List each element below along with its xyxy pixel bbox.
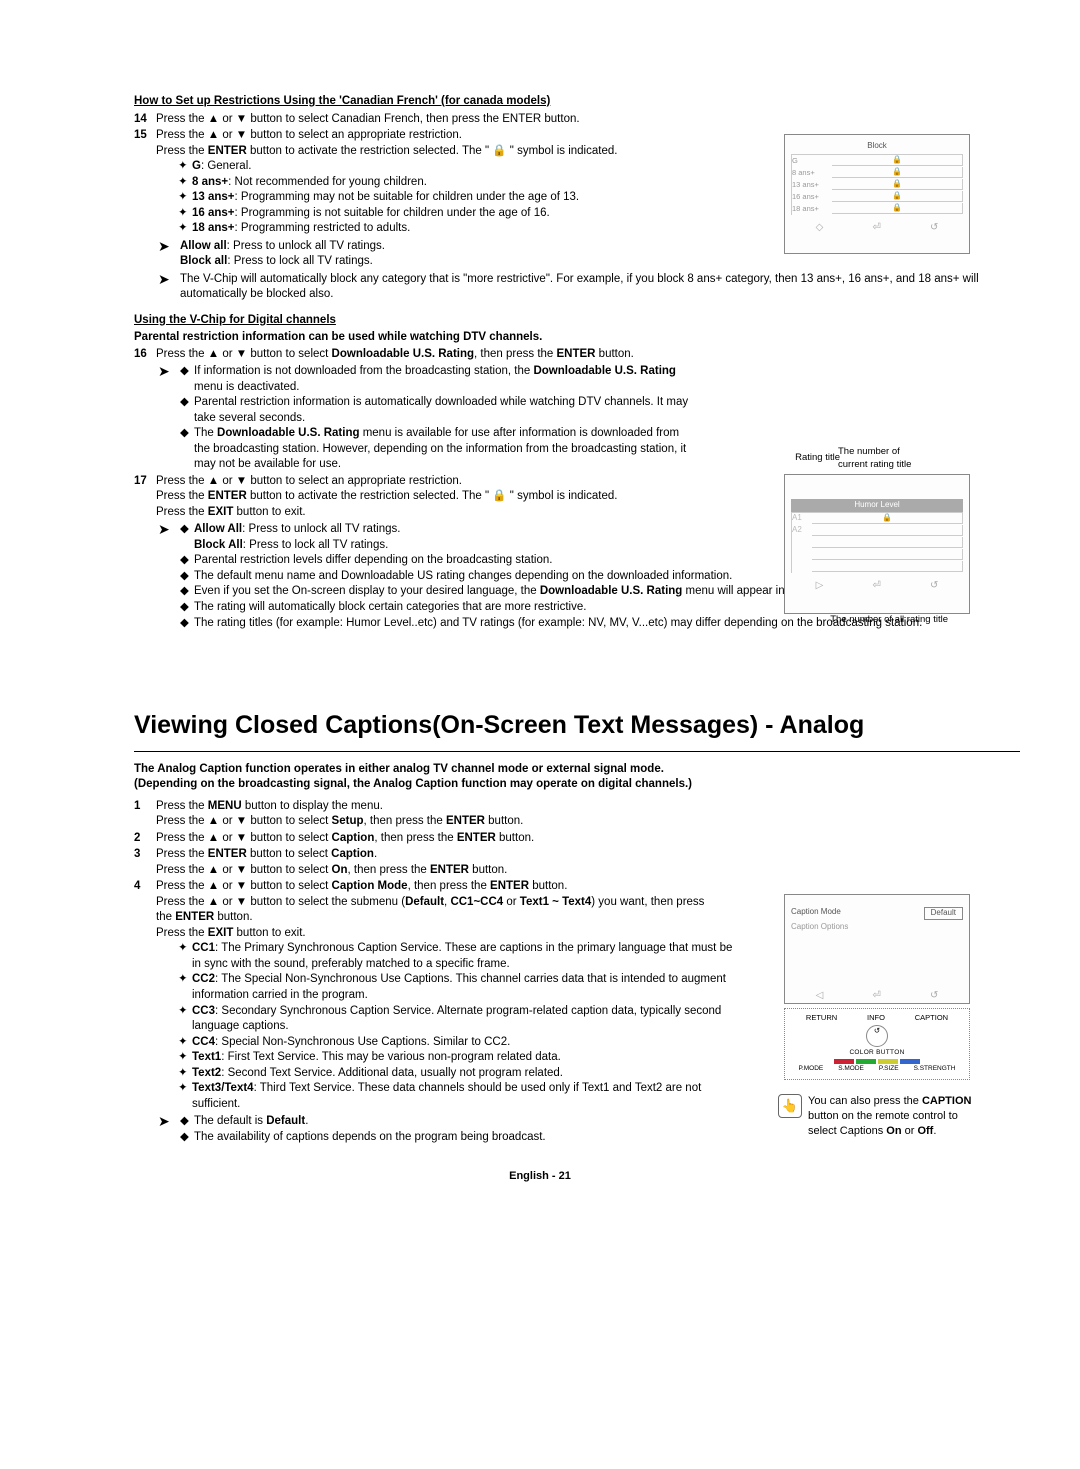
s2-heading: Using the V-Chip for Digital channels	[134, 313, 1020, 329]
arrow-icon: ➤	[158, 1114, 180, 1145]
step-17b: Press the ENTER button to activate the r…	[156, 489, 716, 505]
annot-rating-title: Rating title	[795, 452, 840, 465]
step-1-num: 1	[134, 799, 156, 830]
sb1-l0: 🔒	[892, 155, 902, 164]
rb-b0: P.MODE	[798, 1065, 823, 1074]
sb1-r3: 16 ans+	[792, 192, 832, 202]
arrow-icon: ➤	[158, 239, 180, 270]
arrow-icon: ➤	[158, 364, 180, 473]
step-17a: Press the ▲ or ▼ button to select an app…	[156, 474, 716, 490]
s2-sub: Parental restriction information can be …	[134, 330, 1020, 346]
arrow-icon: ➤	[158, 272, 180, 303]
sb3-def: Default	[924, 907, 963, 920]
caption-menu-screenshot: Caption ModeDefault Caption Options ◁ ⏎ …	[784, 894, 970, 1004]
vchip-block-screenshot: Block G 🔒 8 ans+ 🔒 13 ans+ 🔒 16 ans+ 🔒 18 an…	[784, 134, 970, 254]
sb1-l2: 🔒	[892, 179, 902, 188]
page-title: Viewing Closed Captions(On-Screen Text M…	[134, 709, 1020, 743]
step-14: Press the ▲ or ▼ button to select Canadi…	[156, 112, 716, 128]
s1-heading: How to Set up Restrictions Using the 'Ca…	[134, 94, 1020, 110]
sb3-nav1: ⏎	[872, 989, 880, 1003]
sb3-nav0: ◁	[816, 989, 824, 1003]
remote-illustration: RETURN INFO CAPTION ↺ COLOR BUTTON P.MOD…	[784, 1008, 970, 1080]
rb-return-icon: ↺	[866, 1025, 888, 1047]
sb3-co: Caption Options	[791, 922, 963, 933]
caption-tip: 👆 You can also press the CAPTION button …	[778, 1094, 976, 1139]
step-15b: Press the ENTER button to activate the r…	[156, 144, 716, 160]
downloadable-rating-screenshot: Humor Level A1 🔒 A2 ▷ ⏎ ↺	[784, 474, 970, 614]
s3-intro: The Analog Caption function operates in …	[134, 762, 694, 793]
sb1-nav2: ↺	[930, 221, 938, 235]
sb2-c0: A1	[792, 513, 812, 524]
annot-num-all: The number of all rating title	[830, 614, 948, 627]
step-17-num: 17	[134, 474, 156, 490]
rb-t2: CAPTION	[915, 1013, 948, 1023]
step-3: Press the ENTER button to select Caption…	[156, 847, 716, 878]
step-3-num: 3	[134, 847, 156, 878]
sb1-nav1: ⏎	[872, 221, 880, 235]
rb-b2: P.SIZE	[879, 1065, 899, 1074]
rb-t1: INFO	[867, 1013, 885, 1023]
title-rule	[134, 751, 1020, 752]
arrow-icon: ➤	[158, 522, 180, 631]
step-16-num: 16	[134, 347, 156, 363]
step-4-num: 4	[134, 879, 156, 941]
step-15-num: 15	[134, 128, 156, 144]
step-16: Press the ▲ or ▼ button to select Downlo…	[156, 347, 716, 363]
sb1-l4: 🔒	[892, 203, 902, 212]
sb2-l0: 🔒	[882, 513, 892, 522]
step-2-num: 2	[134, 831, 156, 847]
sb2-c1: A2	[792, 525, 812, 536]
sb1-title: Block	[791, 141, 963, 152]
cc-defs: ✦CC1: The Primary Synchronous Caption Se…	[178, 941, 738, 1112]
s1-arrow2: The V-Chip will automatically block any …	[180, 272, 1020, 303]
sb2-nav1: ⏎	[872, 579, 880, 593]
sb2-nav2: ↺	[930, 579, 938, 593]
step-2: Press the ▲ or ▼ button to select Captio…	[156, 831, 716, 847]
sb1-r2: 13 ans+	[792, 180, 832, 190]
sb1-nav0: ◇	[816, 221, 824, 235]
sb3-cm: Caption Mode	[791, 907, 841, 920]
rb-t0: RETURN	[806, 1013, 837, 1023]
sb1-l3: 🔒	[892, 191, 902, 200]
rating-defs: ✦G: General.✦8 ans+: Not recommended for…	[178, 159, 738, 237]
step-4: Press the ▲ or ▼ button to select Captio…	[156, 879, 716, 941]
step-14-num: 14	[134, 112, 156, 128]
sb2-header: Humor Level	[791, 499, 963, 512]
sb2-nav0: ▷	[816, 579, 824, 593]
sb3-nav2: ↺	[930, 989, 938, 1003]
rb-cb: COLOR BUTTON	[791, 1049, 963, 1058]
step-15a: Press the ▲ or ▼ button to select an app…	[156, 128, 716, 144]
sb1-r0: G	[792, 156, 832, 166]
sb1-r4: 18 ans+	[792, 204, 832, 214]
hand-icon: 👆	[778, 1094, 802, 1118]
sb1-r1: 8 ans+	[792, 168, 832, 178]
annot-num-current: The number of current rating title	[838, 446, 918, 472]
page-footer: English - 21	[60, 1169, 1020, 1184]
rb-colors	[791, 1059, 963, 1064]
rb-b1: S.MODE	[838, 1065, 864, 1074]
rb-b3: S.STRENGTH	[914, 1065, 956, 1074]
step-1: Press the MENU button to display the men…	[156, 799, 716, 830]
sb1-l1: 🔒	[892, 167, 902, 176]
